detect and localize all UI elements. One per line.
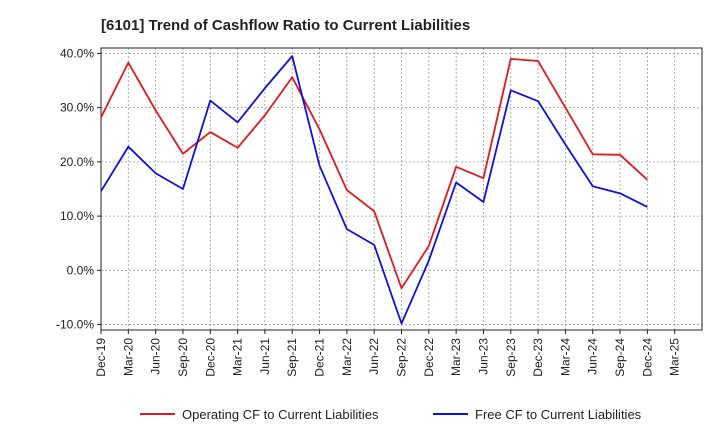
x-tick-label: Sep-22 [395,338,409,377]
series-line-2 [100,55,648,325]
x-tick-label: Jun-21 [258,338,272,375]
x-tick-label: Mar-24 [558,338,572,376]
x-tick-label: Mar-22 [340,338,354,376]
series-layer [100,55,648,325]
x-tick-label: Jun-20 [149,338,163,375]
x-tick-label: Dec-22 [422,338,436,377]
x-tick-label: Dec-21 [313,338,327,377]
y-tick-label: 30.0% [60,101,94,115]
x-tick-label: Dec-20 [203,338,217,377]
x-tick-label: Dec-24 [640,338,654,377]
x-tick-label: Sep-23 [504,338,518,377]
chart-title: [6101] Trend of Cashflow Ratio to Curren… [101,17,470,34]
x-tick-label: Jun-24 [586,338,600,375]
x-tick-label: Sep-20 [176,338,190,377]
x-tick-label: Sep-21 [285,338,299,377]
x-tick-label: Mar-23 [449,338,463,376]
x-tick-label: Jun-22 [367,338,381,375]
y-tick-label: -10.0% [56,318,94,332]
legend-label: Free CF to Current Liabilities [475,407,642,422]
x-tick-label: Dec-19 [94,338,108,377]
x-tick-label: Dec-23 [531,338,545,377]
y-tick-label: 40.0% [60,46,94,60]
x-axis: Dec-19 Mar-20 Jun-20 Sep-20 Dec-20 Mar-21 Jun-… [94,330,682,377]
grid-lines [101,48,702,330]
legend-label: Operating CF to Current Liabilities [182,407,379,422]
series-line-1 [100,57,648,290]
y-tick-label: 0.0% [67,263,95,277]
legend: Operating CF to Current Liabilities Free … [140,407,642,422]
y-tick-label: 20.0% [60,155,94,169]
x-tick-label: Jun-23 [476,338,490,375]
y-tick-label: 10.0% [60,209,94,223]
y-axis: -10.0% 0.0% 10.0% 20.0% 30.0% 40.0% [56,46,101,332]
x-tick-label: Mar-25 [668,338,682,376]
x-tick-label: Mar-21 [231,338,245,376]
x-tick-label: Mar-20 [121,338,135,376]
x-tick-label: Sep-24 [613,338,627,377]
